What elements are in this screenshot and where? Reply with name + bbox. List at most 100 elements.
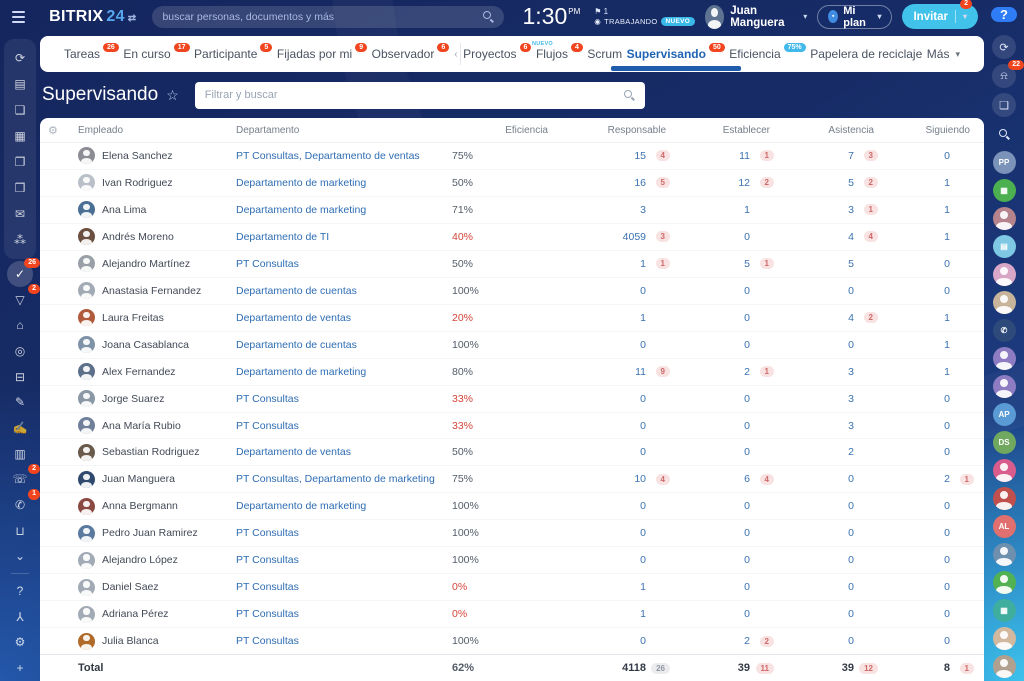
settings-gear-icon[interactable]: ⚙ xyxy=(7,630,33,656)
avatar-photo-2[interactable] xyxy=(992,263,1016,286)
department-link[interactable]: PT Consultas, Departamento de marketing xyxy=(236,473,435,486)
scroll-chevron-icon[interactable]: ‹ xyxy=(454,48,458,60)
employee-cell[interactable]: Daniel Saez xyxy=(78,578,236,596)
avatar-al[interactable]: AL xyxy=(992,515,1016,538)
cell-responsible[interactable]: 0 xyxy=(552,500,670,512)
cell-total-establish[interactable]: 39 11 xyxy=(670,662,774,674)
column-header-responsable[interactable]: Responsable xyxy=(607,124,666,136)
cell-following[interactable]: 0 xyxy=(878,420,974,432)
cell-responsible[interactable]: 0 xyxy=(552,554,670,566)
cell-establish[interactable]: 0 xyxy=(670,312,774,324)
notifications-bell-icon[interactable]: ⍾ 22 xyxy=(992,60,1024,88)
column-header-eficiencia[interactable]: Eficiencia xyxy=(505,124,548,136)
table-row[interactable]: Daniel Saez PT Consultas 0% 1 0 0 0 xyxy=(40,574,984,602)
table-row[interactable]: Alejandro Martínez PT Consultas 50% 1 1 5 1 5 0 xyxy=(40,251,984,278)
cell-total-attendance[interactable]: 39 12 xyxy=(774,662,878,674)
employees-icon[interactable]: ⁂ xyxy=(7,227,33,253)
table-row[interactable]: Ana María Rubio PT Consultas 33% 0 0 3 0 xyxy=(40,413,984,440)
collapse-icon[interactable]: ⌄ xyxy=(7,544,33,570)
cell-following[interactable]: 0 xyxy=(878,581,974,593)
cell-attendance[interactable]: 0 xyxy=(774,581,878,593)
add-plus-icon[interactable]: + xyxy=(7,655,33,681)
cell-establish[interactable]: 0 xyxy=(670,527,774,539)
cell-responsible[interactable]: 0 xyxy=(552,635,670,647)
avatar-card[interactable]: ▤ xyxy=(992,235,1016,258)
employee-cell[interactable]: Andrés Moreno xyxy=(78,228,236,246)
table-row[interactable]: Anna Bergmann Departamento de marketing 10… xyxy=(40,493,984,521)
employee-cell[interactable]: Joana Casablanca xyxy=(78,336,236,354)
department-link[interactable]: Departamento de cuentas xyxy=(236,338,357,351)
my-plan-button[interactable]: ▪ Mi plan ▾ xyxy=(817,4,893,29)
department-link[interactable]: Departamento de TI xyxy=(236,230,330,243)
avatar-bot[interactable]: ▦ xyxy=(992,179,1016,202)
market-icon[interactable]: ⌂ xyxy=(7,312,33,338)
esign-icon[interactable]: ✍ xyxy=(7,415,33,441)
support-icon[interactable]: ? xyxy=(7,578,33,604)
cell-attendance[interactable]: 0 xyxy=(774,608,878,620)
menu-hamburger-icon[interactable] xyxy=(12,10,26,23)
cell-responsible[interactable]: 4059 3 xyxy=(552,231,670,243)
cell-establish[interactable]: 1 xyxy=(670,204,774,216)
tasks-icon[interactable]: ✓ 26 xyxy=(7,258,40,287)
employee-cell[interactable]: Julia Blanca xyxy=(78,632,236,650)
cell-responsible[interactable]: 3 xyxy=(552,204,670,216)
employee-cell[interactable]: Alex Fernandez xyxy=(78,363,236,381)
table-row[interactable]: Ana Lima Departamento de marketing 71% 3 1 3 1… xyxy=(40,197,984,224)
table-row[interactable]: Alejandro López PT Consultas 100% 0 0 0 0 xyxy=(40,547,984,575)
cell-establish[interactable]: 12 2 xyxy=(670,177,774,189)
cell-following[interactable]: 1 xyxy=(878,339,974,351)
employee-cell[interactable]: Anna Bergmann xyxy=(78,497,236,515)
cell-establish[interactable]: 0 xyxy=(670,500,774,512)
table-row[interactable]: Elena Sanchez PT Consultas, Departamento … xyxy=(40,143,984,170)
employee-cell[interactable]: Alejandro López xyxy=(78,551,236,569)
cell-following[interactable]: 0 xyxy=(878,393,974,405)
employee-cell[interactable]: Alejandro Martínez xyxy=(78,255,236,273)
cell-following[interactable]: 1 xyxy=(878,231,974,243)
employee-cell[interactable]: Jorge Suarez xyxy=(78,390,236,408)
feed-icon[interactable]: ▤ xyxy=(7,71,33,97)
tab-papelera-de-reciclaje[interactable]: Papelera de reciclaje xyxy=(808,47,924,61)
group-green[interactable] xyxy=(992,571,1016,594)
cell-responsible[interactable]: 0 xyxy=(552,527,670,539)
table-row[interactable]: Adriana Pérez PT Consultas 0% 1 0 0 0 xyxy=(40,601,984,629)
employee-cell[interactable]: Anastasia Fernandez xyxy=(78,282,236,300)
settings-gear-icon[interactable]: ⚙ xyxy=(48,124,58,137)
table-row[interactable]: Ivan Rodriguez Departamento de marketing 5… xyxy=(40,170,984,197)
cell-attendance[interactable]: 0 xyxy=(774,527,878,539)
employee-cell[interactable]: Adriana Pérez xyxy=(78,605,236,623)
tab-más[interactable]: Más ▾ xyxy=(925,47,962,61)
worktime-clock[interactable]: 1:30 PM xyxy=(522,5,580,28)
cell-establish[interactable]: 0 xyxy=(670,339,774,351)
status-line[interactable]: ◉ TRABAJANDO NUEVO xyxy=(594,17,696,26)
department-link[interactable]: Departamento de marketing xyxy=(236,176,367,189)
messenger-icon[interactable]: ❏ xyxy=(7,97,33,123)
filter-search[interactable] xyxy=(194,81,645,109)
cell-attendance[interactable]: 0 xyxy=(774,473,878,485)
cell-establish[interactable]: 0 xyxy=(670,285,774,297)
cell-responsible[interactable]: 11 9 xyxy=(552,366,670,378)
employee-cell[interactable]: Ana María Rubio xyxy=(78,417,236,434)
cell-establish[interactable]: 0 xyxy=(670,446,774,458)
cell-following[interactable]: 0 xyxy=(878,608,974,620)
history-icon[interactable]: ⟳ xyxy=(992,35,1016,59)
user-avatar[interactable] xyxy=(705,4,725,29)
cell-attendance[interactable]: 0 xyxy=(774,500,878,512)
department-link[interactable]: PT Consultas xyxy=(236,608,299,621)
department-link[interactable]: Departamento de ventas xyxy=(236,446,351,459)
cell-attendance[interactable]: 0 xyxy=(774,554,878,566)
cell-following[interactable]: 1 xyxy=(878,366,974,378)
department-link[interactable]: PT Consultas xyxy=(236,581,299,594)
sitemap-icon[interactable]: ⅄ xyxy=(7,604,33,630)
cell-following[interactable]: 1 xyxy=(878,177,974,189)
analytics-icon[interactable]: ▥ xyxy=(7,441,33,467)
store-cart-icon[interactable]: ⊟ xyxy=(7,364,33,390)
cell-responsible[interactable]: 0 xyxy=(552,339,670,351)
cell-establish[interactable]: 0 xyxy=(670,420,774,432)
table-row[interactable]: Jorge Suarez PT Consultas 33% 0 0 3 0 xyxy=(40,386,984,413)
cell-responsible[interactable]: 1 xyxy=(552,608,670,620)
avatar-pp[interactable]: PP xyxy=(992,151,1016,174)
